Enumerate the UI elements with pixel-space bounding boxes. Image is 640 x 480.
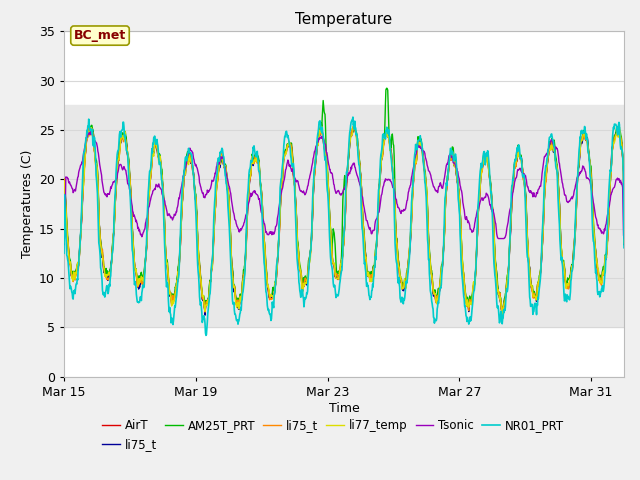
Legend: AirT, li75_t, AM25T_PRT, li75_t, li77_temp, Tsonic, NR01_PRT: AirT, li75_t, AM25T_PRT, li75_t, li77_te… [97,414,568,456]
li77_temp [499,312,506,318]
Tsonic [419,148,427,154]
Tsonic [86,129,94,134]
Tsonic [620,236,628,241]
Tsonic [60,236,68,241]
NR01_PRT [185,147,193,153]
Tsonic [463,216,471,222]
li77_temp [60,240,68,245]
Line: NR01_PRT: NR01_PRT [64,117,624,336]
AM25T_PRT [463,300,471,305]
AM25T_PRT [93,163,101,168]
Tsonic [93,144,101,150]
li75_t [60,239,68,245]
AirT [460,271,467,276]
li77_temp [419,153,427,159]
X-axis label: Time: Time [328,402,360,415]
AM25T_PRT [620,239,628,244]
AirT [620,241,628,247]
li77_temp [157,171,165,177]
AM25T_PRT [499,308,506,314]
li75_t [60,241,68,247]
Line: AM25T_PRT: AM25T_PRT [64,88,624,311]
NR01_PRT [420,161,428,167]
NR01_PRT [93,184,101,190]
Y-axis label: Temperatures (C): Temperatures (C) [20,150,33,258]
AM25T_PRT [419,153,427,159]
AM25T_PRT [185,152,193,158]
li75_t [420,156,428,161]
Bar [64,105,624,327]
AirT [463,298,471,304]
AirT [93,166,101,171]
AM25T_PRT [60,238,68,244]
li75_t [201,312,209,318]
NR01_PRT [202,333,210,338]
AM25T_PRT [157,166,165,171]
NR01_PRT [60,251,68,256]
li75_t [185,156,193,162]
NR01_PRT [620,245,628,251]
AirT [157,170,165,176]
Tsonic [186,146,193,152]
Line: AirT: AirT [64,127,624,312]
li75_t [463,300,471,306]
AirT [420,156,428,162]
li75_t [201,309,209,315]
li77_temp [351,121,358,127]
li75_t [420,157,428,163]
li75_t [185,156,193,162]
li75_t [317,123,325,129]
li75_t [93,165,101,170]
NR01_PRT [349,114,356,120]
li77_temp [463,303,471,309]
Text: BC_met: BC_met [74,29,126,42]
li75_t [157,171,165,177]
AM25T_PRT [459,262,467,267]
Tsonic [158,191,166,197]
li75_t [620,240,628,245]
NR01_PRT [157,177,165,183]
li75_t [93,165,101,170]
li75_t [157,171,165,177]
li77_temp [620,241,628,247]
li77_temp [93,164,101,169]
Line: li75_t: li75_t [64,126,624,315]
li75_t [460,268,467,274]
NR01_PRT [463,314,471,320]
AirT [60,240,68,246]
NR01_PRT [460,286,467,292]
li77_temp [459,263,467,269]
Line: li77_temp: li77_temp [64,124,624,315]
li75_t [351,122,358,128]
AirT [201,310,209,315]
li75_t [460,271,467,276]
li77_temp [185,157,193,163]
Line: li75_t: li75_t [64,125,624,312]
AirT [351,124,358,130]
AM25T_PRT [383,85,390,91]
Title: Temperature: Temperature [296,12,392,27]
Line: Tsonic: Tsonic [64,132,624,239]
li75_t [620,242,628,248]
Tsonic [459,200,467,205]
li75_t [463,299,471,304]
AirT [185,157,193,163]
